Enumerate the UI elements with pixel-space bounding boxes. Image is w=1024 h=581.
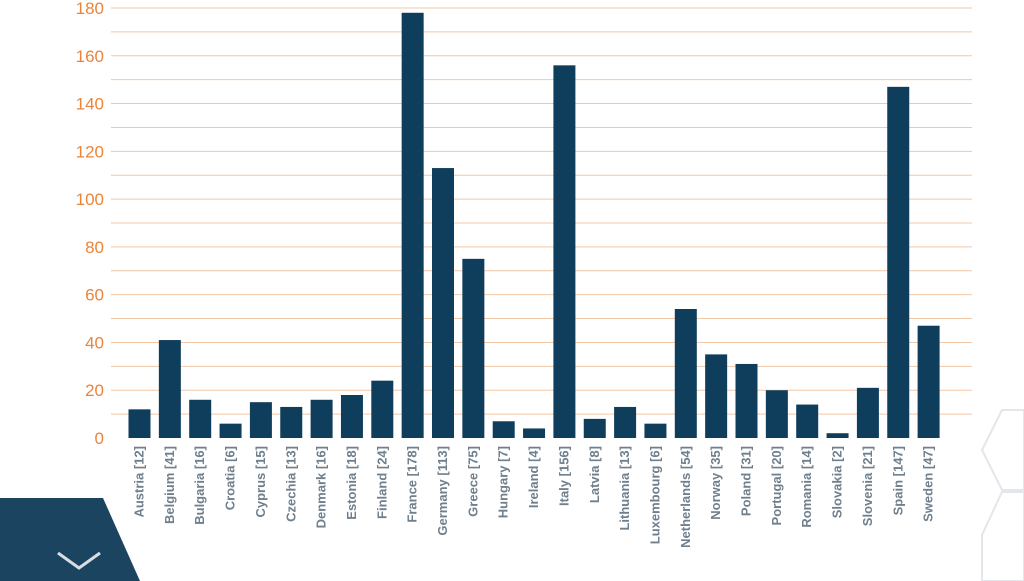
x-axis-ticks: Austria [12] Belgium [41] Bulgaria [16] Cro… xyxy=(132,446,936,548)
x-tick-label: Slovenia [21] xyxy=(860,446,875,526)
x-tick-label: Bulgaria [16] xyxy=(192,446,207,525)
x-tick-label: Spain [147] xyxy=(890,446,905,515)
x-tick-label: Austria [12] xyxy=(132,446,147,518)
y-tick-label: 160 xyxy=(76,47,104,66)
y-tick-label: 100 xyxy=(76,190,104,209)
x-tick-label: Greece [75] xyxy=(465,446,480,517)
x-tick-label: Ireland [4] xyxy=(526,446,541,508)
bar xyxy=(644,423,667,438)
bar xyxy=(887,86,910,438)
bar xyxy=(280,406,303,438)
y-tick-label: 40 xyxy=(85,333,104,352)
bar xyxy=(765,390,788,438)
x-tick-label: Estonia [18] xyxy=(344,446,359,520)
bar xyxy=(705,354,728,438)
bar xyxy=(401,12,424,439)
y-tick-label: 80 xyxy=(85,238,104,257)
x-tick-label: Croatia [6] xyxy=(223,446,238,510)
x-tick-label: France [178] xyxy=(405,446,420,523)
corner-panel xyxy=(0,498,140,581)
bar xyxy=(856,387,879,438)
y-tick-label: 180 xyxy=(76,0,104,18)
bar xyxy=(523,428,546,438)
x-tick-label: Cyprus [15] xyxy=(253,446,268,518)
x-tick-label: Norway [35] xyxy=(708,446,723,520)
bar xyxy=(492,421,515,438)
y-tick-label: 140 xyxy=(76,95,104,114)
x-tick-label: Denmark [16] xyxy=(314,446,329,528)
bars xyxy=(128,12,940,439)
bar xyxy=(674,309,697,438)
x-tick-label: Finland [24] xyxy=(374,446,389,519)
x-tick-label: Czechia [13] xyxy=(283,446,298,522)
bar xyxy=(614,406,637,438)
y-tick-label: 0 xyxy=(95,429,104,448)
hexagon-outline-bottom xyxy=(981,491,1024,581)
bar xyxy=(340,395,363,438)
x-tick-label: Belgium [41] xyxy=(162,446,177,524)
x-tick-label: Slovakia [2] xyxy=(830,446,845,518)
y-tick-label: 120 xyxy=(76,142,104,161)
bar xyxy=(583,418,606,438)
hexagon-outline-top xyxy=(980,409,1024,491)
y-tick-label: 60 xyxy=(85,286,104,305)
x-tick-label: Luxembourg [6] xyxy=(647,446,662,544)
bar xyxy=(158,340,181,438)
bar xyxy=(432,168,454,439)
bar xyxy=(826,433,849,438)
y-tick-label: 20 xyxy=(85,381,104,400)
bar xyxy=(189,399,212,438)
bar xyxy=(553,65,576,438)
bar xyxy=(735,363,758,438)
x-tick-label: Italy [156] xyxy=(556,446,571,506)
decoration xyxy=(0,409,1024,581)
x-tick-label: Sweden [47] xyxy=(921,446,936,522)
chevron-down-icon xyxy=(57,551,101,570)
x-tick-label: Romania [14] xyxy=(799,446,814,528)
bar xyxy=(219,423,242,438)
x-tick-label: Hungary [7] xyxy=(496,446,511,518)
bar xyxy=(128,409,151,438)
bar xyxy=(796,404,819,438)
x-tick-label: Portugal [20] xyxy=(769,446,784,525)
x-tick-label: Germany [113] xyxy=(435,446,450,536)
bar xyxy=(917,325,940,438)
x-tick-label: Netherlands [54] xyxy=(678,446,693,548)
x-tick-label: Latvia [8] xyxy=(587,446,602,503)
bar xyxy=(310,399,333,438)
x-tick-label: Poland [31] xyxy=(739,446,754,516)
y-axis-ticks: 0 20 40 60 80 100 120 140 160 180 xyxy=(76,0,104,448)
gridlines xyxy=(111,7,972,415)
bar xyxy=(249,402,272,438)
bar xyxy=(462,258,485,438)
bar xyxy=(371,380,394,438)
x-tick-label: Lithuania [13] xyxy=(617,446,632,531)
